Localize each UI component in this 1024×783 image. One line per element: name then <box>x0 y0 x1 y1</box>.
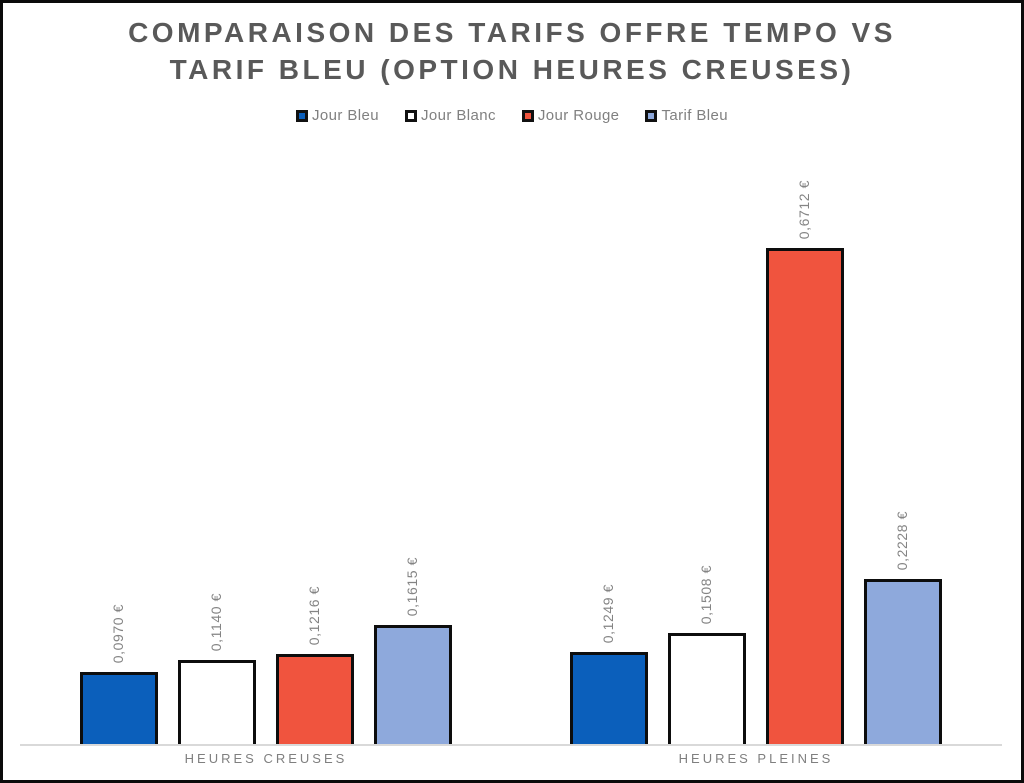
bar-jour-bleu-heures-creuses <box>80 672 158 744</box>
chart-title-line1: COMPARAISON DES TARIFS OFFRE TEMPO VS <box>128 17 896 48</box>
bar-jour-rouge-heures-creuses <box>276 654 354 744</box>
legend-item-jour-bleu: Jour Bleu <box>296 107 379 124</box>
legend-item-tarif-bleu: Tarif Bleu <box>645 107 728 124</box>
chart-title-line2: TARIF BLEU (OPTION HEURES CREUSES) <box>169 54 855 85</box>
value-label-jour-blanc-heures-pleines: 0,1508 € <box>698 564 714 624</box>
legend-label-jour-blanc: Jour Blanc <box>421 107 496 124</box>
chart-title: COMPARAISON DES TARIFS OFFRE TEMPO VS TA… <box>3 14 1021 88</box>
value-label-jour-bleu-heures-pleines: 0,1249 € <box>600 583 616 643</box>
category-label-heures-pleines: HEURES PLEINES <box>678 751 834 766</box>
legend-label-tarif-bleu: Tarif Bleu <box>661 107 728 124</box>
legend-item-jour-rouge: Jour Rouge <box>521 107 620 124</box>
legend-label-jour-rouge: Jour Rouge <box>537 107 620 124</box>
legend-label-jour-bleu: Jour Bleu <box>312 107 379 124</box>
legend-swatch-jour-rouge <box>521 109 534 122</box>
value-label-tarif-bleu-heures-pleines: 0,2228 € <box>894 510 910 570</box>
legend: Jour Bleu Jour Blanc Jour Rouge Tarif Bleu <box>3 107 1021 124</box>
x-axis-line <box>20 744 1002 746</box>
value-label-tarif-bleu-heures-creuses: 0,1615 € <box>404 556 420 616</box>
bar-jour-bleu-heures-pleines <box>570 652 648 744</box>
legend-swatch-tarif-bleu <box>645 109 658 122</box>
value-label-jour-blanc-heures-creuses: 0,1140 € <box>208 592 224 651</box>
bar-jour-blanc-heures-pleines <box>668 633 746 744</box>
plot-area: 0,0970 € 0,1140 € 0,1216 € 0,1615 € HEURES C… <box>3 3 1021 780</box>
category-label-heures-creuses: HEURES CREUSES <box>184 751 348 766</box>
bar-tarif-bleu-heures-pleines <box>864 579 942 744</box>
value-label-jour-bleu-heures-creuses: 0,0970 € <box>110 603 126 663</box>
legend-swatch-jour-bleu <box>296 109 309 122</box>
bar-jour-blanc-heures-creuses <box>178 660 256 744</box>
bar-jour-rouge-heures-pleines <box>766 248 844 744</box>
legend-swatch-jour-blanc <box>405 109 417 122</box>
bar-tarif-bleu-heures-creuses <box>374 625 452 744</box>
value-label-jour-rouge-heures-creuses: 0,1216 € <box>306 585 322 645</box>
value-label-jour-rouge-heures-pleines: 0,6712 € <box>796 179 812 239</box>
legend-item-jour-blanc: Jour Blanc <box>405 107 496 124</box>
